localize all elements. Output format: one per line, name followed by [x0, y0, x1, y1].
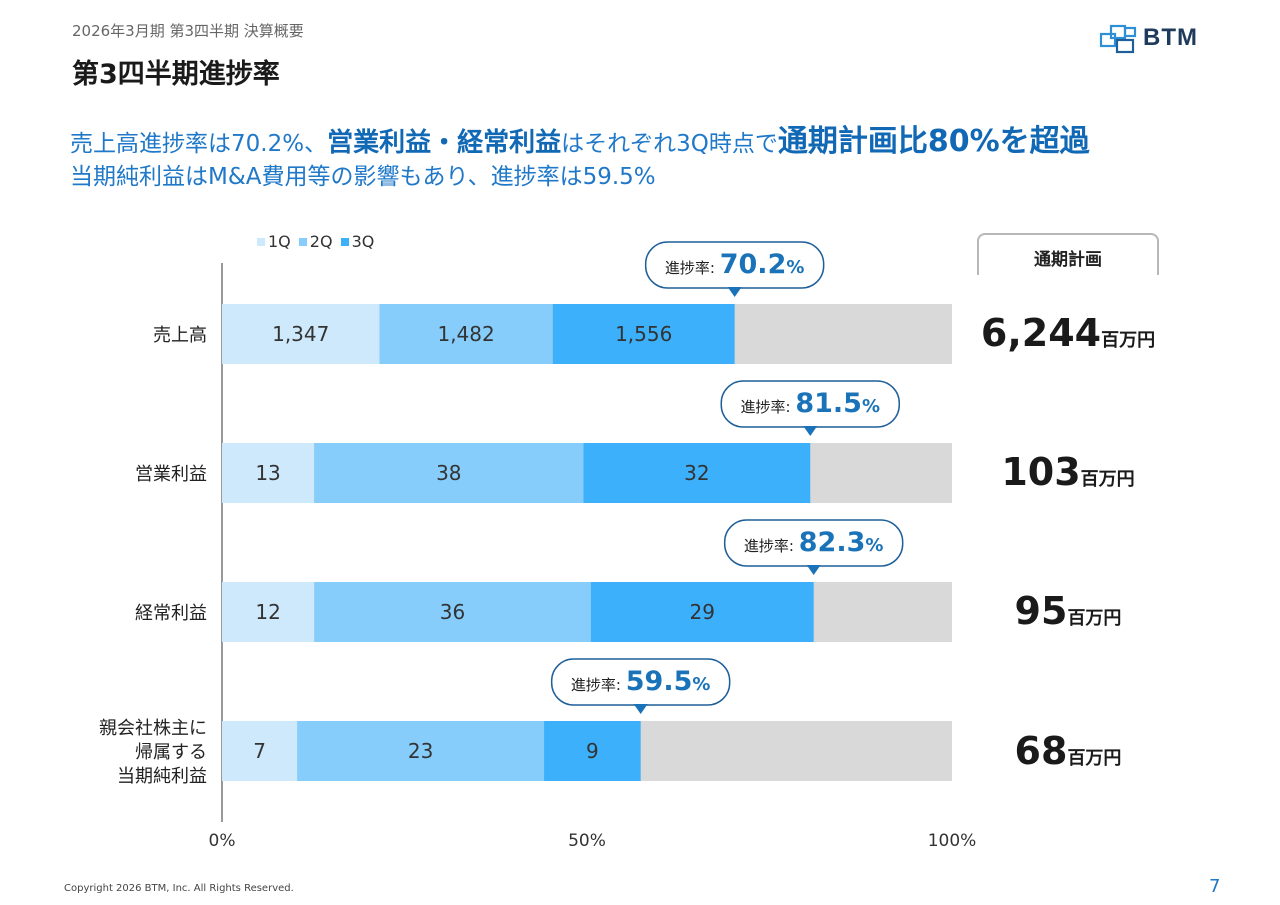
progress-callout-pointer: [803, 426, 818, 436]
bar-value-label-q3: 9: [586, 739, 599, 763]
bar-value-label-q1: 12: [255, 600, 280, 624]
progress-rate-value: 82.3: [799, 527, 866, 558]
x-tick-label: 0%: [209, 831, 236, 851]
progress-rate-value: 70.2: [720, 249, 787, 280]
legend-swatch-2q: [298, 237, 307, 246]
headline-part-2: 営業利益・経常利益: [327, 128, 562, 158]
bar-value-label-q2: 38: [436, 461, 461, 485]
page-number: 7: [1209, 876, 1221, 897]
progress-rate-percent: %: [786, 257, 804, 278]
category-label: 帰属する: [135, 742, 207, 763]
progress-callout-pointer: [806, 565, 821, 575]
legend-label-1q: 1Q: [268, 232, 291, 251]
progress-rate-value: 59.5: [626, 666, 693, 697]
bar-segment-q1: [222, 721, 298, 781]
headline-part-1: 売上高進捗率は70.2%、: [70, 131, 328, 157]
legend-item-1q: 1Q: [257, 232, 291, 251]
category-label: 当期純利益: [117, 766, 207, 787]
plan-value-number: 95: [1014, 589, 1068, 633]
bar-segment-q2: [314, 582, 591, 642]
progress-rate-value: 81.5: [795, 388, 862, 419]
progress-label: 進捗率:: [571, 676, 626, 694]
progress-rate-percent: %: [862, 396, 880, 417]
bar-segment-q1: [222, 443, 315, 503]
plan-value-operating-profit: 103百万円: [948, 450, 1188, 494]
progress-callout-text: 進捗率: 82.3%: [744, 527, 884, 558]
progress-callout-pointer: [727, 287, 742, 297]
category-label: 売上高: [153, 325, 207, 346]
bar-segment-q1: [222, 582, 315, 642]
bar-segment-q3: [590, 582, 814, 642]
progress-callout-text: 進捗率: 81.5%: [741, 388, 881, 419]
page-subtitle: 2026年3月期 第3四半期 決算概要: [72, 22, 304, 40]
plan-header: 通期計画: [977, 233, 1159, 275]
plan-value-number: 103: [1001, 450, 1081, 494]
headline-line-1: 売上高進捗率は70.2%、営業利益・経常利益はそれぞれ3Q時点で通期計画比80%…: [70, 116, 1090, 160]
progress-callout-pointer: [633, 704, 648, 714]
category-label: 経常利益: [135, 603, 207, 624]
btm-logo: BTM: [1098, 22, 1223, 56]
plan-value-revenue: 6,244百万円: [948, 311, 1188, 355]
headline-part-3: はそれぞれ3Q時点で: [561, 131, 778, 157]
bar-value-label-q2: 36: [440, 600, 465, 624]
bar-value-label-q3: 29: [690, 600, 715, 624]
plan-value-ordinary-profit: 95百万円: [948, 589, 1188, 633]
bar-segment-q3: [544, 721, 641, 781]
btm-logo-text: BTM: [1143, 24, 1198, 51]
progress-rate-percent: %: [692, 674, 710, 695]
bar-value-label-q3: 32: [684, 461, 709, 485]
legend-item-3q: 3Q: [340, 232, 375, 251]
bar-value-label-q1: 1,347: [272, 322, 329, 346]
bar-value-label-q2: 1,482: [437, 322, 494, 346]
x-tick-label: 100%: [928, 831, 977, 851]
x-tick-label: 50%: [568, 831, 606, 851]
footer-copyright: Copyright 2026 BTM, Inc. All Rights Rese…: [64, 883, 294, 894]
headline-part-4: 通期計画比80%を超過: [777, 124, 1090, 159]
bar-value-label-q1: 13: [255, 461, 280, 485]
bar-value-label-q1: 7: [253, 739, 266, 763]
bar-segment-q2: [379, 304, 553, 364]
bar-value-label-q3: 1,556: [615, 322, 672, 346]
legend-item-2q: 2Q: [298, 232, 333, 251]
plan-value-number: 6,244: [980, 311, 1102, 355]
category-label: 営業利益: [135, 464, 207, 485]
legend-swatch-3q: [340, 237, 349, 246]
chart-legend: 1Q 2Q 3Q: [257, 232, 374, 251]
progress-label: 進捗率:: [741, 398, 796, 416]
progress-label: 進捗率:: [744, 537, 799, 555]
progress-callout-text: 進捗率: 70.2%: [665, 249, 805, 280]
legend-swatch-1q: [257, 237, 265, 246]
plan-value-unit: 百万円: [1080, 469, 1135, 490]
legend-label-2q: 2Q: [309, 232, 333, 251]
plan-value-unit: 百万円: [1067, 748, 1122, 769]
progress-label: 進捗率:: [665, 259, 720, 277]
headline-line-2: 当期純利益はM&A費用等の影響もあり、進捗率は59.5%: [70, 164, 656, 190]
bar-segment-q3: [552, 304, 735, 364]
plan-value-number: 68: [1014, 729, 1068, 773]
legend-label-3q: 3Q: [351, 232, 375, 251]
plan-value-net-profit: 68百万円: [948, 729, 1188, 773]
page-title: 第3四半期進捗率: [72, 59, 280, 90]
plan-value-unit: 百万円: [1101, 330, 1156, 351]
btm-logo-mark-icon: [1099, 24, 1137, 54]
category-label: 親会社株主に: [99, 718, 207, 739]
plan-value-unit: 百万円: [1067, 608, 1122, 629]
progress-callout-text: 進捗率: 59.5%: [571, 666, 711, 697]
bar-segment-q3: [583, 443, 811, 503]
bar-segment-q2: [314, 443, 584, 503]
bar-segment-q1: [222, 304, 380, 364]
progress-rate-percent: %: [865, 535, 883, 556]
bar-value-label-q2: 23: [408, 739, 433, 763]
bar-segment-q2: [297, 721, 545, 781]
